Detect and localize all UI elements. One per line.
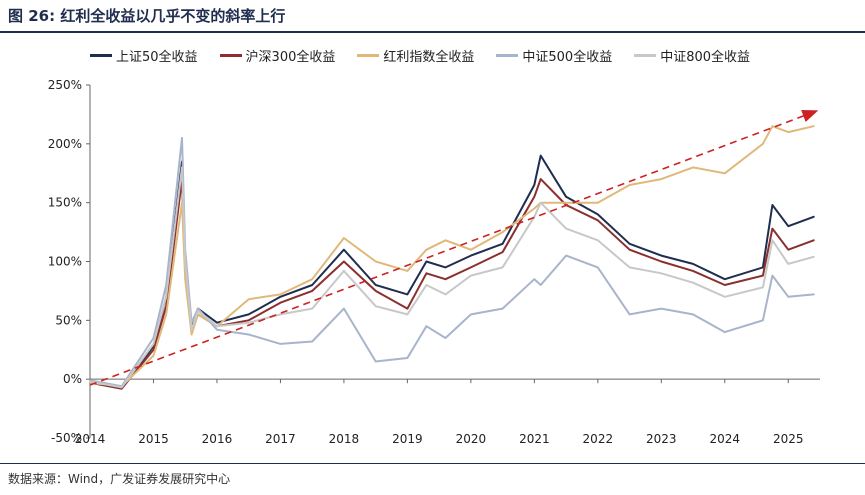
y-tick-label: 200% [48, 137, 82, 151]
legend-item: 沪深300全收益 [219, 46, 336, 65]
legend-swatch [634, 53, 657, 57]
x-tick-label: 2019 [392, 432, 423, 446]
legend-item: 中证500全收益 [496, 46, 612, 65]
legend-item: 上证50全收益 [90, 46, 198, 65]
series-line [89, 125, 815, 388]
chart-series [89, 125, 815, 390]
x-tick-label: 2014 [75, 432, 106, 446]
y-tick-label: 50% [55, 313, 82, 327]
legend-label: 红利指数全收益 [383, 49, 475, 65]
chart-legend: 上证50全收益 沪深300全收益 红利指数全收益 中证500全收益 中证800全收益 [90, 44, 750, 66]
series-line [89, 166, 815, 389]
line-chart: 250% 200% 150% 100% 50% 0% -50%2014 2015 2016 201… [48, 78, 820, 446]
figure-title: 图 26: 红利全收益以几乎不变的斜率上行 [8, 7, 286, 25]
legend-label: 中证800全收益 [660, 49, 751, 65]
series-line [89, 136, 815, 388]
legend-item: 红利指数全收益 [357, 46, 474, 65]
data-source: 数据来源：Wind，广发证券发展研究中心 [8, 472, 231, 486]
legend-swatch [357, 53, 380, 57]
trend-arrow [89, 109, 819, 386]
legend-item: 中证800全收益 [634, 46, 750, 65]
y-tick-label: 250% [48, 78, 82, 92]
trend-arrow-group [89, 109, 819, 386]
source-rule [0, 463, 865, 464]
y-tick-label: 0% [63, 372, 82, 386]
legend-label: 上证50全收益 [116, 49, 198, 65]
legend-label: 中证500全收益 [522, 49, 613, 65]
x-tick-label: 2020 [456, 432, 487, 446]
x-tick-label: 2021 [519, 432, 550, 446]
x-tick-label: 2022 [583, 432, 614, 446]
y-tick-label: 100% [48, 255, 82, 269]
x-tick-label: 2025 [773, 432, 804, 446]
x-tick-label: 2016 [202, 432, 233, 446]
x-tick-label: 2024 [710, 432, 741, 446]
x-tick-label: 2015 [138, 432, 169, 446]
legend-label: 沪深300全收益 [245, 49, 336, 65]
legend-swatch [90, 53, 112, 57]
legend-swatch [496, 53, 519, 57]
chart-axes: 250% 200% 150% 100% 50% 0% -50%2014 2015 2016 201… [48, 78, 820, 446]
x-tick-label: 2017 [265, 432, 296, 446]
y-tick-label: 150% [48, 196, 82, 210]
series-line [89, 154, 815, 390]
x-tick-label: 2023 [646, 432, 677, 446]
title-rule [0, 31, 865, 33]
legend-swatch [219, 53, 242, 57]
y-tick-label: -50% [51, 431, 82, 445]
x-tick-label: 2018 [329, 432, 360, 446]
figure-title-bar: 图 26: 红利全收益以几乎不变的斜率上行 [0, 0, 865, 30]
series-line [89, 178, 815, 390]
